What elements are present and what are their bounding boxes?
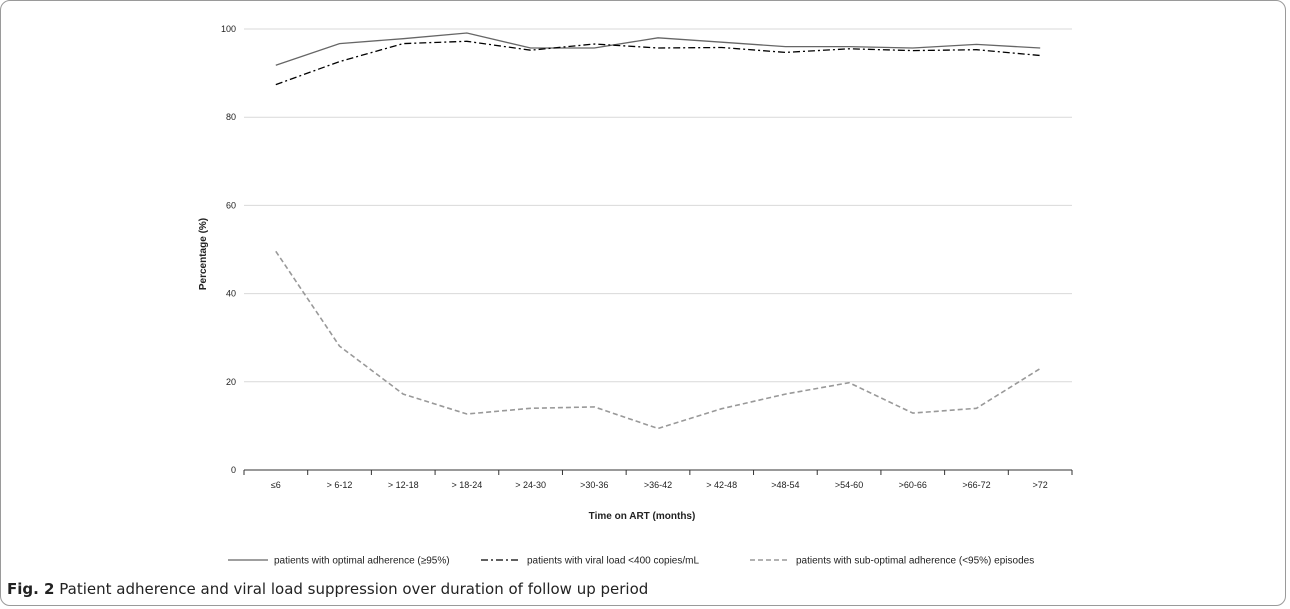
x-tick-label: >30-36 (580, 480, 608, 490)
y-tick-label: 100 (221, 24, 236, 34)
legend-label-3: patients with sub-optimal adherence (<95… (796, 556, 1034, 567)
x-tick-label: > 12-18 (388, 480, 419, 490)
figure-label: Fig. 2 (7, 580, 55, 598)
legend-label-1: patients with optimal adherence (≥95%) (274, 556, 450, 567)
x-tick-label: > 24-30 (515, 480, 546, 490)
axes (243, 469, 1073, 475)
x-tick-label: >54-60 (835, 480, 863, 490)
x-tick-label: >72 (1033, 480, 1048, 490)
x-tick-label: > 42-48 (706, 480, 737, 490)
x-axis-title: Time on ART (months) (589, 511, 696, 522)
x-tick-label: >48-54 (771, 480, 799, 490)
figure-caption-text: Patient adherence and viral load suppres… (59, 580, 649, 598)
gridlines (244, 28, 1072, 383)
series-line-1 (275, 32, 1041, 66)
x-tick-label: ≤6 (271, 480, 281, 490)
series-line-3 (275, 250, 1041, 430)
line-chart: 0 20 40 60 80 100 ≤6 > 6-12 > 12-18 > 18-24 > 24-… (198, 24, 1073, 567)
x-tick-label: >60-66 (899, 480, 927, 490)
x-tick-labels: ≤6 > 6-12 > 12-18 > 18-24 > 24-30 >30-36 >36-4… (271, 480, 1048, 490)
figure-caption: Fig. 2 Patient adherence and viral load … (7, 580, 648, 598)
y-tick-labels: 0 20 40 60 80 100 (221, 24, 236, 475)
y-tick-label: 60 (226, 200, 236, 210)
y-tick-label: 80 (226, 112, 236, 122)
y-axis-title: Percentage (%) (198, 218, 209, 290)
x-tick-label: >36-42 (644, 480, 672, 490)
y-tick-label: 40 (226, 289, 236, 299)
y-tick-label: 20 (226, 377, 236, 387)
series-lines (275, 32, 1041, 430)
y-tick-label: 0 (231, 465, 236, 475)
legend: patients with optimal adherence (≥95%) pa… (228, 556, 1034, 567)
legend-label-2: patients with viral load <400 copies/mL (527, 556, 699, 567)
x-tick-label: > 18-24 (452, 480, 483, 490)
x-tick-label: >66-72 (962, 480, 990, 490)
x-tick-label: > 6-12 (327, 480, 353, 490)
